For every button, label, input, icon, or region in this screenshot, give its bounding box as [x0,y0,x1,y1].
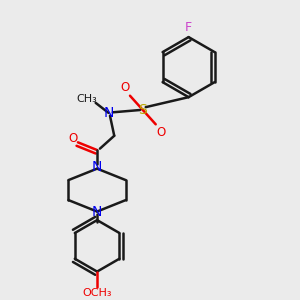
Text: N: N [103,106,114,120]
Text: O: O [156,126,166,139]
Text: N: N [91,205,102,218]
Text: CH₃: CH₃ [77,94,98,104]
Text: OCH₃: OCH₃ [82,288,112,298]
Text: N: N [92,160,102,174]
Text: O: O [68,132,77,145]
Text: F: F [185,21,192,34]
Text: S: S [139,103,147,117]
Text: O: O [120,81,130,94]
